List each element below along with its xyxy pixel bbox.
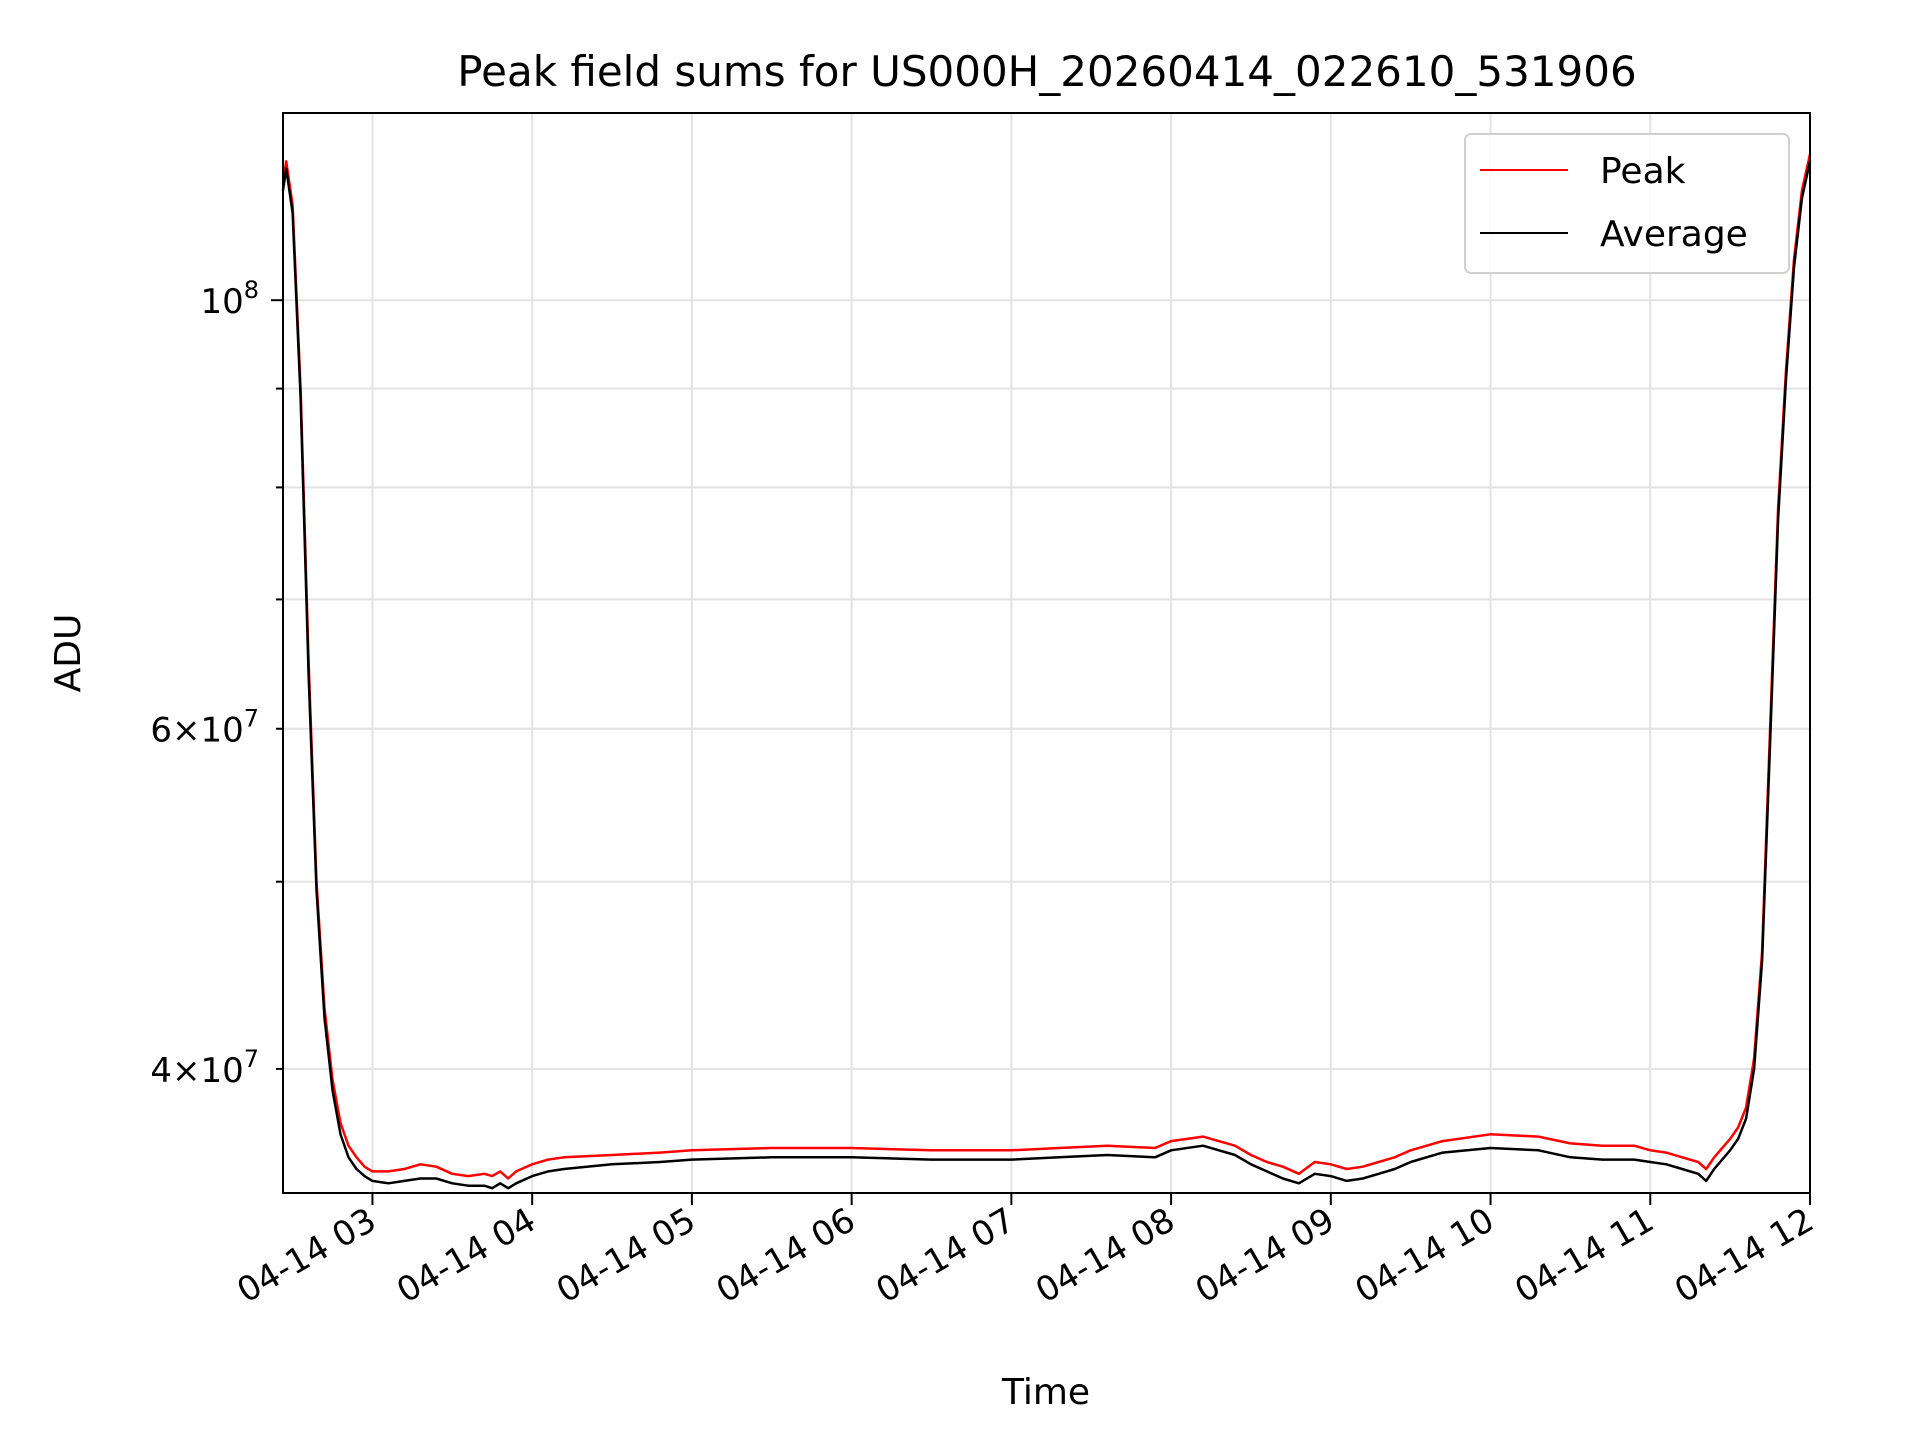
y-tick-label: 108	[200, 276, 259, 322]
legend-label-average: Average	[1600, 214, 1748, 255]
series-line-average	[281, 160, 1812, 1190]
y-tick-label-exponent: 7	[244, 705, 259, 733]
chart-title: Peak field sums for US000H_20260414_0226…	[457, 47, 1636, 96]
y-tick-label-mantissa: 4	[150, 1051, 172, 1091]
y-axis-label: ADU	[48, 614, 89, 693]
legend-box	[1464, 133, 1790, 274]
y-tick-label-base: 10	[200, 282, 243, 322]
y-tick-label: 6×107	[150, 705, 259, 751]
legend: Peak Average	[1464, 133, 1790, 274]
y-tick-label-base: 10	[200, 711, 243, 751]
y-tick-label-times: ×	[172, 1051, 201, 1091]
plot-area-frame	[282, 112, 1811, 1194]
y-tick-label-exponent: 8	[244, 276, 259, 304]
y-tick-label-base: 10	[200, 1051, 243, 1091]
legend-label-peak: Peak	[1600, 151, 1686, 192]
x-axis-label: Time	[1001, 1372, 1090, 1413]
y-tick-label-times: ×	[172, 711, 201, 751]
y-tick-label-exponent: 7	[244, 1045, 259, 1073]
y-tick-label-mantissa: 6	[150, 711, 172, 751]
series-layer	[281, 153, 1812, 1190]
series-line-peak	[281, 153, 1812, 1180]
y-tick-label: 4×107	[150, 1045, 259, 1091]
